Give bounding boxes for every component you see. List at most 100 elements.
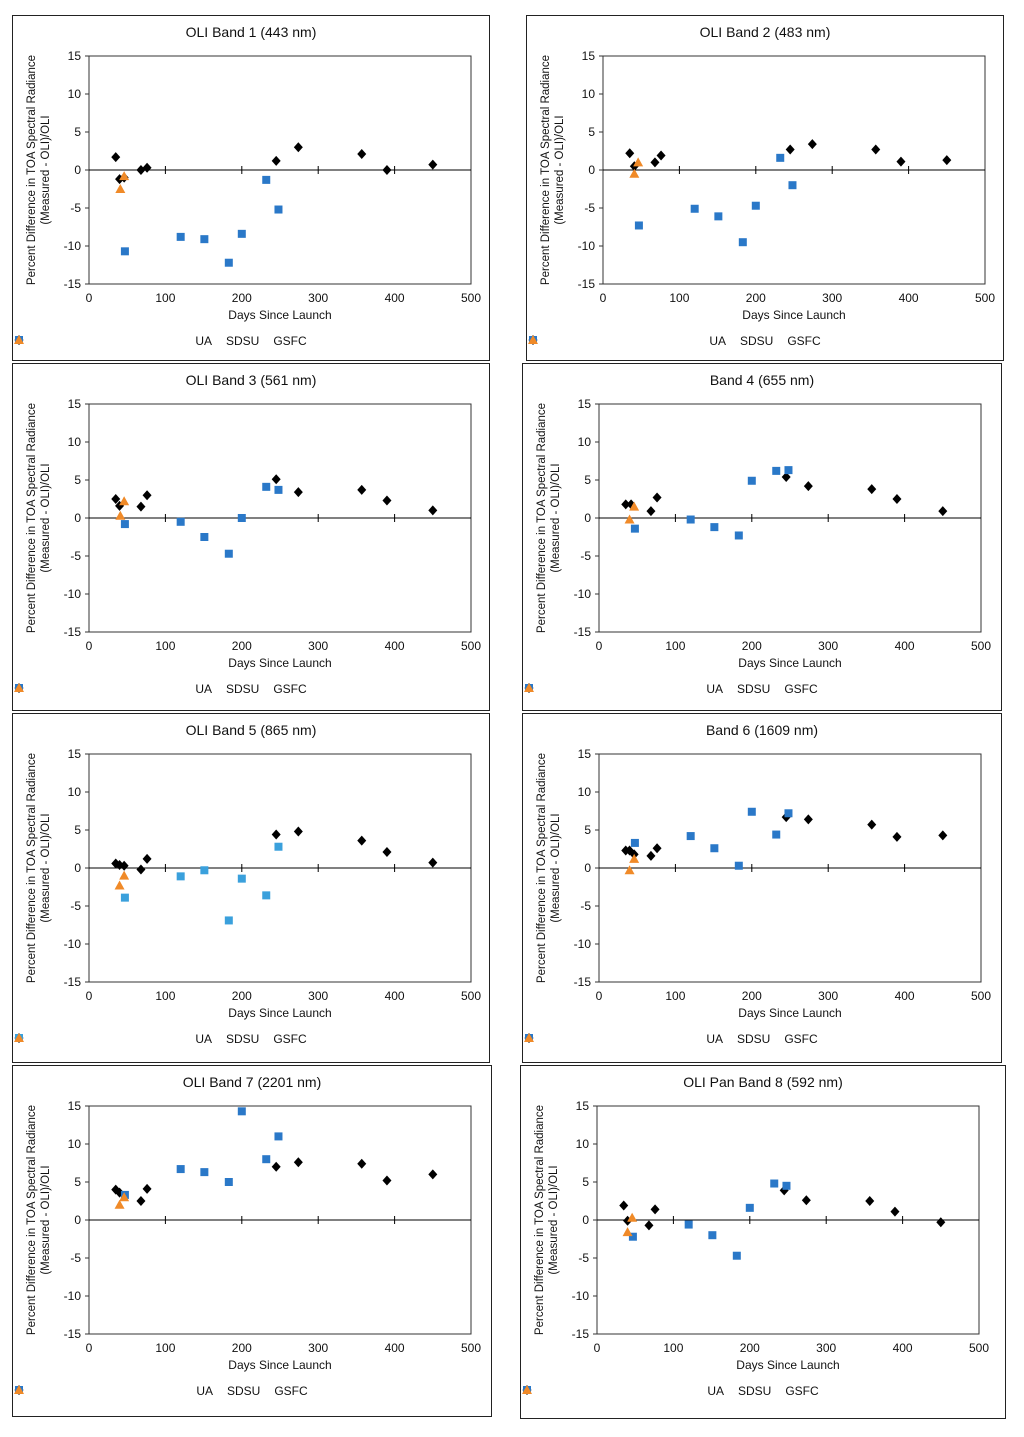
y-axis-label-line: (Measured - OLI)/OLI (548, 1165, 560, 1275)
data-point-ua (293, 826, 303, 837)
y-tick-label: -5 (70, 549, 81, 563)
data-point-ua (807, 139, 817, 150)
data-point-ua (136, 864, 146, 875)
y-axis-label: Percent Difference in TOA Spectral Radia… (25, 41, 53, 299)
x-tick-label: 200 (232, 1341, 252, 1355)
y-tick-label: 15 (68, 1099, 82, 1113)
data-point-gsfc (114, 1199, 125, 1209)
x-axis-label: Days Since Launch (228, 308, 332, 322)
data-point-sdsu (262, 175, 271, 184)
data-point-ua (803, 481, 813, 492)
data-point-ua (357, 484, 367, 495)
data-point-ua (803, 814, 813, 825)
data-point-sdsu (634, 221, 643, 230)
x-tick-label: 400 (895, 639, 915, 653)
legend-symbol-gsfc (528, 335, 538, 344)
data-point-ua (938, 830, 948, 841)
y-axis-label: Percent Difference in TOA Spectral Radia… (533, 1091, 561, 1349)
x-tick-label: 300 (308, 291, 328, 305)
y-axis-label: Percent Difference in TOA Spectral Radia… (25, 389, 53, 647)
data-point-sdsu (710, 844, 719, 853)
x-tick-label: 100 (155, 989, 175, 1003)
scatter-plot-svg: 15 10 5 0 -5 -10 -15 0 100 200 300 400 500 (574, 397, 992, 653)
y-axis-label-line: (Measured - OLI)/OLI (554, 115, 566, 225)
chart-panel-band3: OLI Band 3 (561 nm) 15 10 5 0 -5 -10 -15 0 100 200… (12, 363, 490, 711)
y-tick-label: -10 (574, 587, 592, 601)
data-point-sdsu (708, 1231, 717, 1240)
x-tick-label: 400 (385, 989, 405, 1003)
y-tick-label: -15 (572, 1327, 590, 1341)
data-point-ua (271, 1161, 281, 1172)
x-axis-label: Days Since Launch (738, 656, 842, 670)
legend-label: UA (706, 1032, 723, 1046)
legend-item-ua: UA (522, 1384, 724, 1398)
chart-title: OLI Band 1 (443 nm) (185, 24, 317, 40)
y-tick-label: 10 (576, 1137, 590, 1151)
data-point-sdsu (224, 258, 233, 267)
legend-item-ua: UA (14, 682, 212, 696)
data-point-sdsu (274, 1132, 283, 1141)
x-tick-label: 300 (308, 1341, 328, 1355)
data-point-ua (293, 1157, 303, 1168)
y-tick-label: 10 (582, 87, 596, 101)
y-axis-label-line: (Measured - OLI)/OLI (40, 813, 52, 923)
legend-label: UA (706, 682, 723, 696)
data-point-gsfc (633, 157, 644, 167)
scatter-plot-svg: 15 10 5 0 -5 -10 -15 0 100 200 300 400 500 (572, 1099, 990, 1355)
data-point-ua (111, 152, 121, 163)
scatter-plot-svg: 15 10 5 0 -5 -10 -15 0 100 200 300 400 500 (64, 397, 482, 653)
legend: UA SDSU GSFC (527, 334, 1003, 348)
data-point-ua (293, 142, 303, 153)
legend: UA SDSU GSFC (523, 1032, 1001, 1046)
data-point-gsfc (119, 171, 130, 181)
y-tick-label: 0 (584, 861, 591, 875)
legend-label: UA (195, 1032, 212, 1046)
data-point-sdsu (714, 212, 723, 221)
x-tick-label: 200 (740, 1341, 760, 1355)
legend-symbol-gsfc (522, 1385, 532, 1394)
data-point-sdsu (120, 247, 129, 256)
data-point-sdsu (200, 533, 209, 541)
x-tick-label: 0 (86, 989, 93, 1003)
data-point-ua (271, 829, 281, 840)
data-point-sdsu (686, 832, 695, 841)
legend-item-sdsu: SDSU (15, 1032, 259, 1046)
y-tick-label: -5 (584, 201, 595, 215)
legend-marker-gsfc (14, 1033, 24, 1042)
data-point-sdsu (262, 1155, 271, 1164)
y-tick-label: 15 (578, 747, 592, 761)
y-tick-label: 5 (584, 473, 591, 487)
chart-panel-band4: Band 4 (655 nm) 15 10 5 0 -5 -10 -15 0 100 200 300 4… (522, 363, 1002, 711)
legend-item-ua: UA (524, 1032, 723, 1046)
y-tick-label: 10 (578, 785, 592, 799)
data-point-sdsu (788, 181, 797, 190)
data-point-sdsu (224, 549, 233, 558)
y-tick-label: -15 (574, 625, 592, 639)
chart-panel-band2: OLI Band 2 (483 nm) 15 10 5 0 -5 -10 -15 0 100 200… (526, 15, 1004, 361)
data-point-sdsu (200, 235, 209, 244)
data-point-sdsu (770, 1179, 779, 1188)
data-point-sdsu (747, 476, 756, 485)
y-tick-label: 0 (74, 163, 81, 177)
data-point-ua (428, 505, 438, 516)
x-axis-label: Days Since Launch (228, 656, 332, 670)
scatter-plot-svg: 15 10 5 0 -5 -10 -15 0 100 200 300 400 500 (574, 747, 992, 1003)
data-point-ua (656, 150, 666, 161)
legend-marker-gsfc (14, 683, 24, 692)
x-tick-label: 400 (899, 291, 919, 305)
x-tick-label: 400 (385, 639, 405, 653)
data-point-ua (652, 492, 662, 503)
legend: UA SDSU GSFC (521, 1384, 1005, 1398)
legend-label: SDSU (225, 334, 260, 348)
legend-marker-gsfc (14, 1385, 24, 1394)
data-point-sdsu (176, 232, 185, 241)
x-tick-label: 100 (155, 291, 175, 305)
legend-item-sdsu: SDSU (15, 682, 259, 696)
legend: UA SDSU GSFC (523, 682, 1001, 696)
legend-item-ua: UA (14, 1032, 212, 1046)
data-point-sdsu (176, 1165, 185, 1174)
y-tick-label: -15 (64, 625, 82, 639)
data-point-ua (938, 506, 948, 517)
data-point-ua (119, 860, 129, 871)
y-tick-label: -5 (580, 899, 591, 913)
